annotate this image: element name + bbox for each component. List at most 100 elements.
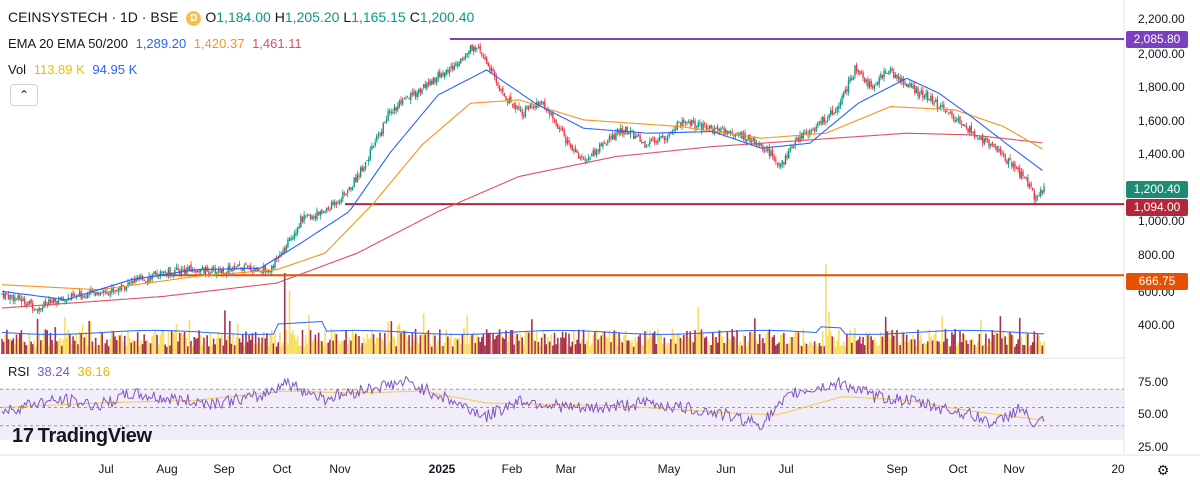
volume-bar — [555, 344, 557, 354]
candle-body — [579, 157, 582, 159]
candle-body — [107, 294, 110, 296]
volume-bar — [503, 338, 506, 354]
volume-bar — [997, 332, 1000, 354]
volume-bar — [340, 340, 343, 354]
candle-body — [203, 267, 205, 274]
volume-bar — [623, 335, 625, 354]
volume-bar — [915, 345, 918, 354]
candle-body — [1007, 158, 1010, 165]
volume-bar — [523, 344, 525, 354]
volume-bar — [787, 343, 790, 354]
volume-bar — [862, 336, 864, 354]
volume-bar — [566, 344, 569, 354]
rsi-legend-label: RSI — [8, 364, 30, 379]
candle-body — [253, 268, 255, 271]
candle-body — [243, 265, 246, 271]
candle-body — [998, 149, 1000, 151]
volume-bar — [527, 332, 530, 354]
candle-body — [94, 292, 97, 296]
ema200-line — [1, 132, 1043, 309]
volume-bar — [644, 331, 646, 354]
ohlc-value: 1,205.20 — [284, 9, 340, 25]
candle-body — [733, 135, 735, 137]
candle-body — [195, 270, 197, 273]
candle-body — [335, 202, 338, 205]
volume-bar — [647, 338, 650, 354]
volume-bar — [695, 334, 698, 354]
candle-body — [519, 109, 522, 111]
ohlc-key: L — [343, 9, 352, 25]
candle-body — [529, 104, 531, 109]
volume-bar — [350, 340, 352, 354]
volume-bar — [571, 341, 574, 354]
candle-body — [1022, 171, 1024, 176]
candle-body — [408, 97, 410, 99]
volume-bar — [728, 338, 730, 354]
volume-bar — [220, 332, 223, 354]
candle-body — [884, 71, 887, 74]
volume-bar — [219, 338, 221, 354]
ema-legend[interactable]: EMA 20 EMA 50/200 1,289.20 1,420.37 1,46… — [8, 36, 306, 51]
volume-bar — [946, 338, 948, 354]
volume-bar — [581, 339, 583, 354]
volume-bar — [146, 339, 149, 354]
candle-body — [684, 122, 687, 124]
rsi-legend[interactable]: RSI 38.24 36.16 — [8, 364, 114, 379]
candle-body — [212, 266, 215, 269]
volume-legend[interactable]: Vol 113.89 K 94.95 K — [8, 62, 141, 77]
candle-body — [880, 74, 882, 78]
candle-body — [146, 281, 149, 283]
volume-bar — [912, 335, 914, 354]
candle-body — [865, 79, 867, 82]
candle-body — [972, 131, 974, 134]
price-tag-last: 1,200.40 — [1126, 181, 1188, 198]
candle-body — [230, 269, 233, 272]
candle-body — [697, 122, 699, 127]
volume-bar — [752, 332, 755, 354]
volume-bar — [1001, 338, 1003, 354]
candle-body — [149, 277, 152, 281]
candle-body — [773, 156, 775, 161]
volume-bar — [157, 344, 160, 354]
ema50-line — [1, 99, 1043, 291]
volume-bar — [414, 328, 417, 354]
volume-bar — [511, 330, 514, 354]
candle-body — [644, 141, 646, 149]
candle-body — [731, 131, 733, 135]
volume-bar — [573, 330, 575, 354]
rsi-axis-label: 75.00 — [1138, 375, 1169, 389]
gear-icon[interactable]: ⚙ — [1156, 462, 1170, 478]
candle-body — [767, 148, 769, 151]
volume-bar — [660, 334, 662, 354]
candle-body — [98, 292, 100, 295]
candle-body — [918, 94, 921, 98]
candle-body — [779, 164, 782, 168]
volume-bar — [59, 338, 61, 354]
volume-bar — [1036, 334, 1039, 354]
candle-body — [347, 190, 349, 194]
volume-bar — [256, 343, 259, 354]
collapse-legend-button[interactable]: ⌃ — [10, 84, 38, 106]
symbol-name[interactable]: CEINSYSTECH · 1D · BSE — [8, 9, 179, 25]
candle-body — [466, 53, 468, 55]
candle-body — [652, 138, 654, 140]
volume-bar — [742, 333, 745, 354]
candle-body — [51, 301, 53, 304]
volume-ma-line — [1, 320, 1045, 335]
volume-bar — [918, 340, 921, 354]
candle-body — [1020, 171, 1023, 179]
volume-bar — [508, 331, 511, 354]
candle-body — [595, 150, 598, 156]
volume-bar — [285, 329, 288, 354]
candle-body — [1014, 162, 1016, 169]
candle-body — [7, 295, 10, 299]
candle-body — [31, 303, 34, 310]
candle-body — [702, 123, 704, 130]
price-axis-label: 2,200.00 — [1138, 12, 1185, 26]
candle-body — [716, 126, 719, 130]
candle-body — [799, 134, 801, 142]
candle-body — [867, 79, 869, 87]
candle-body — [72, 292, 74, 297]
volume-bar — [128, 337, 131, 354]
